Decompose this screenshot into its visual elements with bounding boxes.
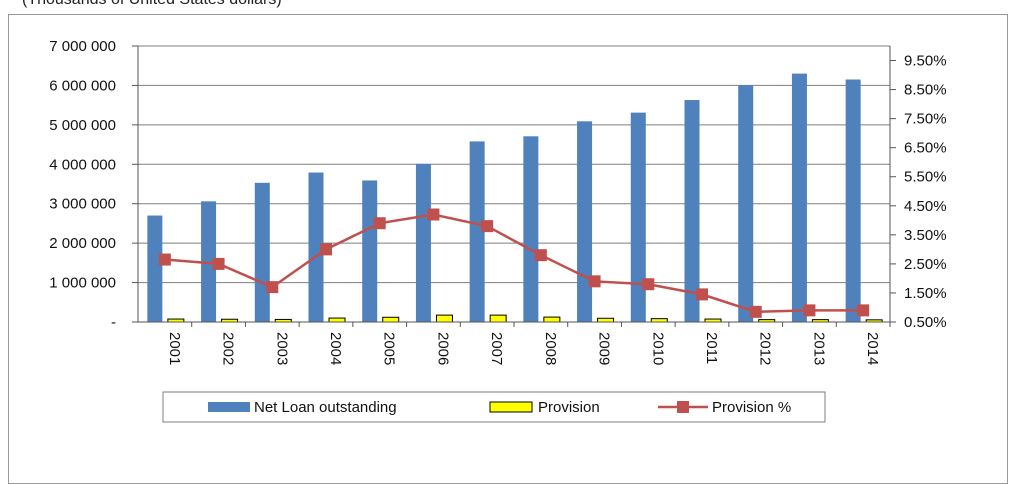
x-axis-tick-label: 2011 — [703, 332, 720, 364]
left-axis-tick-label: 2 000 000 — [49, 235, 116, 252]
bar-net-loan — [738, 85, 753, 322]
bar-net-loan — [631, 113, 646, 322]
x-axis-tick-label: 2009 — [596, 332, 613, 365]
right-axis-tick-label: 9.50% — [904, 53, 947, 70]
legend-swatch-provision-pct-marker — [677, 401, 689, 413]
bar-net-loan — [416, 164, 431, 322]
bar-net-loan — [255, 183, 270, 322]
provision-pct-marker — [696, 288, 708, 300]
provision-pct-marker — [535, 249, 547, 261]
x-axis-tick-label: 2002 — [220, 332, 237, 365]
x-axis-tick-label: 2007 — [488, 332, 505, 365]
provision-pct-marker — [320, 243, 332, 255]
bar-net-loan — [362, 180, 377, 322]
legend-label-provision: Provision — [538, 399, 600, 416]
provision-pct-marker — [213, 258, 225, 270]
legend: Net Loan outstanding Provision Provision % — [163, 392, 825, 422]
x-axis-tick-label: 2006 — [434, 332, 451, 365]
right-axis-tick-label: 7.50% — [904, 111, 947, 128]
x-axis-tick-label: 2008 — [542, 332, 559, 365]
x-axis-tick-label: 2014 — [864, 332, 881, 365]
x-axis-tick-label: 2003 — [273, 332, 290, 365]
x-axis-tick-label: 2005 — [381, 332, 398, 365]
right-axis-tick-label: 1.50% — [904, 285, 947, 302]
left-axis-tick-label: 5 000 000 — [49, 117, 116, 134]
bar-net-loan — [577, 121, 592, 322]
axes — [132, 46, 896, 327]
bar-net-loan — [846, 80, 861, 322]
left-axis-tick-label: 7 000 000 — [49, 38, 116, 55]
legend-swatch-provision — [490, 402, 532, 412]
bar-provision — [598, 318, 614, 322]
legend-label-provision-pct: Provision % — [712, 399, 791, 416]
legend-label-net-loan: Net Loan outstanding — [254, 399, 397, 416]
left-axis-tick-label: 1 000 000 — [49, 275, 116, 292]
provision-pct-marker — [803, 304, 815, 316]
provision-pct-marker — [159, 254, 171, 266]
provision-pct-marker — [750, 306, 762, 318]
x-axis-tick-label: 2001 — [166, 332, 183, 365]
bar-net-loan — [792, 74, 807, 322]
bar-net-loan — [523, 136, 538, 322]
left-axis-tick-label: 6 000 000 — [49, 77, 116, 94]
legend-swatch-net-loan — [208, 402, 250, 412]
gridlines — [138, 46, 890, 283]
left-axis-tick-label: 3 000 000 — [49, 196, 116, 213]
bar-net-loan — [147, 216, 162, 322]
provision-pct-marker — [374, 217, 386, 229]
right-axis-tick-label: 5.50% — [904, 169, 947, 186]
provision-pct-marker — [481, 220, 493, 232]
provision-pct-marker — [589, 275, 601, 287]
right-axis-tick-label: 8.50% — [904, 82, 947, 99]
x-axis-tick-label: 2013 — [810, 332, 827, 365]
bars — [147, 74, 882, 322]
bar-provision — [651, 319, 667, 322]
provision-pct-marker — [266, 281, 278, 293]
provision-pct-marker — [642, 278, 654, 290]
right-axis-tick-label: 2.50% — [904, 256, 947, 273]
provision-pct-marker — [427, 209, 439, 221]
provision-pct-marker — [857, 304, 869, 316]
bar-provision — [544, 317, 560, 322]
bar-provision — [436, 315, 452, 322]
x-axis-tick-label: 2010 — [649, 332, 666, 365]
bar-provision — [490, 315, 506, 322]
bar-provision — [383, 317, 399, 322]
x-axis-tick-label: 2012 — [757, 332, 774, 365]
left-axis-tick-label: - — [111, 314, 116, 331]
left-axis-tick-label: 4 000 000 — [49, 156, 116, 173]
combo-chart: - 1 000 000 2 000 000 3 000 000 4 000 000 5 0… — [0, 0, 1010, 472]
bar-provision — [329, 318, 345, 322]
right-axis-tick-label: 3.50% — [904, 227, 947, 244]
right-axis-tick-label: 0.50% — [904, 314, 947, 331]
right-axis-tick-label: 4.50% — [904, 198, 947, 215]
right-axis-tick-label: 6.50% — [904, 140, 947, 157]
x-axis-tick-label: 2004 — [327, 332, 344, 365]
